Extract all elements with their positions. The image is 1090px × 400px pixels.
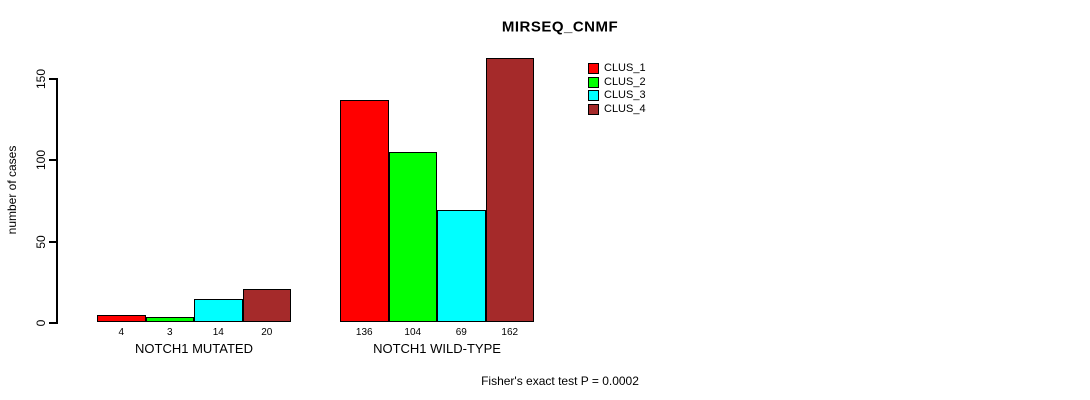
bar-value-label: 104 xyxy=(404,327,422,338)
legend-swatch-clus_4 xyxy=(588,103,599,115)
bar-value-label: 14 xyxy=(212,327,224,338)
y-axis-tick-label: 150 xyxy=(34,68,48,89)
bar-value-label: 20 xyxy=(261,327,273,338)
bar-clus_4-wildtype xyxy=(485,57,534,322)
legend-swatch-clus_3 xyxy=(588,90,599,101)
bar-clus_3-wildtype xyxy=(437,209,486,322)
annotation-fishers-test: Fisher's exact test P = 0.0002 xyxy=(481,374,639,388)
bar-clus_2-mutated xyxy=(145,317,194,322)
y-axis-tick xyxy=(49,159,56,161)
legend-swatch-clus_2 xyxy=(588,76,599,88)
y-axis-tick-label: 50 xyxy=(34,234,48,249)
y-axis-tick-label: 100 xyxy=(34,149,48,171)
y-axis-tick xyxy=(49,322,56,324)
y-axis-tick xyxy=(49,240,56,243)
bar-value-label: 162 xyxy=(501,327,519,338)
y-axis-title: number of cases xyxy=(5,145,19,235)
bar-value-label: 69 xyxy=(455,327,467,338)
bar-clus_3-mutated xyxy=(194,299,243,322)
legend-label: CLUS_3 xyxy=(604,89,646,101)
bar-clus_1-wildtype xyxy=(340,100,389,322)
group-label-wildtype: NOTCH1 WILD-TYPE xyxy=(373,341,501,356)
y-axis-line xyxy=(56,77,58,324)
bar-clus_2-wildtype xyxy=(388,152,437,322)
y-axis-tick xyxy=(49,77,56,80)
group-label-mutated: NOTCH1 MUTATED xyxy=(135,341,253,356)
legend-swatch-clus_1 xyxy=(588,63,599,74)
chart-title: MIRSEQ_CNMF xyxy=(501,18,619,36)
bar-value-label: 136 xyxy=(355,327,373,338)
bar-value-label: 3 xyxy=(166,327,173,338)
y-axis-tick-label: 0 xyxy=(34,319,48,327)
bar-clus_1-mutated xyxy=(97,315,146,322)
bar-value-label: 4 xyxy=(118,327,125,338)
bar-clus_4-mutated xyxy=(242,289,291,322)
legend-label: CLUS_4 xyxy=(604,102,646,115)
legend-label: CLUS_1 xyxy=(604,62,646,74)
legend-label: CLUS_2 xyxy=(604,75,646,88)
